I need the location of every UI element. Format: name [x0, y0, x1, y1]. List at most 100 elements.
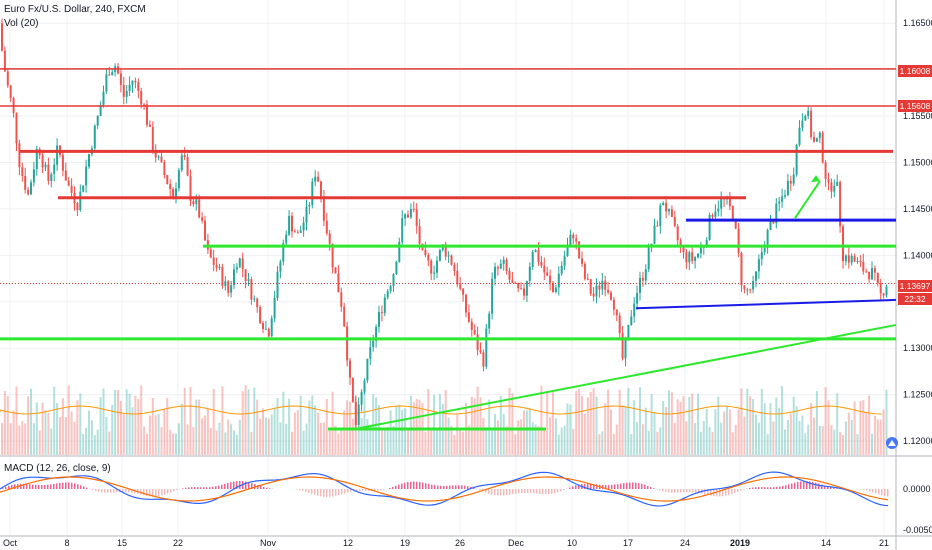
candle-body	[798, 127, 801, 145]
candle-body	[465, 294, 467, 313]
macd-histogram-bar	[344, 489, 346, 494]
macd-histogram-bar	[545, 489, 547, 495]
macd-histogram-bar	[23, 483, 25, 489]
candle-body	[673, 217, 676, 227]
macd-histogram-bar	[707, 489, 709, 496]
candle-body	[514, 282, 517, 284]
macd-histogram-bar	[227, 483, 229, 489]
candle-body	[482, 352, 485, 367]
candle-body	[218, 266, 221, 268]
level-tag-1: 1.16008	[898, 65, 932, 77]
macd-histogram-bar	[575, 485, 577, 489]
volume-bar	[525, 410, 528, 455]
candle-body	[653, 225, 656, 244]
volume-bar	[198, 399, 201, 455]
candle-body	[88, 154, 90, 167]
drawings[interactable]	[0, 68, 897, 431]
volume-bar	[215, 430, 218, 455]
volume-bar	[453, 434, 456, 455]
volume-bar	[163, 409, 166, 455]
volume-bar	[560, 427, 563, 455]
volume-bar	[305, 423, 308, 455]
candle-body	[804, 115, 807, 121]
candle-body	[711, 214, 714, 217]
volume-bar	[697, 393, 699, 455]
volume-bar	[56, 402, 59, 455]
macd-histogram-bar	[26, 483, 28, 489]
macd-legend[interactable]: MACD (12, 26, close, 9)	[4, 463, 111, 474]
macd-histogram-bar	[239, 481, 241, 489]
macd-histogram-bar	[527, 489, 529, 493]
volume-bar	[282, 391, 285, 455]
candle-body	[291, 215, 293, 232]
candle-body	[691, 252, 694, 262]
macd-histogram-bar	[824, 485, 826, 489]
volume-bar	[157, 414, 160, 455]
volume-bar	[285, 423, 288, 455]
candle-body	[267, 328, 270, 337]
candle-body	[256, 298, 259, 308]
volume-bar	[264, 417, 267, 455]
candle-body	[871, 268, 873, 280]
macd-histogram-bar	[452, 485, 454, 489]
candle-body	[186, 157, 189, 176]
y-tick-label-8: 1.12500	[903, 390, 932, 400]
volume-bar	[415, 398, 418, 455]
candle-body	[546, 272, 549, 276]
candle-body	[96, 115, 99, 126]
volume-bar	[21, 420, 24, 455]
candle-body	[699, 247, 702, 254]
candle-body	[119, 73, 122, 85]
macd-histogram-bar	[806, 481, 808, 489]
macd-histogram-bar	[86, 487, 88, 489]
macd-histogram-bar	[818, 483, 820, 489]
macd-histogram-bar	[578, 484, 580, 489]
candle-body	[499, 263, 502, 269]
candles[interactable]	[1, 18, 888, 430]
candle-body	[859, 260, 862, 262]
volume-bar	[583, 413, 586, 455]
macd-histogram-bar	[146, 489, 148, 496]
volume-bar	[882, 409, 885, 455]
macd-histogram-bar	[410, 481, 412, 489]
macd-histogram-bar	[425, 483, 427, 489]
volume-bar	[253, 387, 256, 455]
volume-bar	[850, 419, 853, 455]
macd-histogram-bar	[740, 489, 742, 491]
macd-histogram-bar	[431, 484, 433, 489]
volume-bar	[320, 423, 322, 455]
volume-bar	[615, 424, 618, 455]
candle-body	[496, 266, 499, 269]
volume-bar	[427, 389, 430, 455]
volume-bar	[740, 388, 743, 455]
volume-bar	[743, 416, 746, 455]
macd-histogram-bar	[536, 489, 538, 494]
macd-histogram-bar	[659, 489, 661, 491]
volume-bar	[528, 407, 531, 455]
macd-histogram-bar	[530, 489, 532, 494]
candle-body	[131, 80, 134, 85]
candle-body	[302, 222, 305, 231]
volume-bar	[375, 397, 378, 455]
macd-histogram-bar	[38, 485, 40, 489]
macd-histogram-bar	[155, 489, 157, 497]
volume-legend[interactable]: Vol (20)	[4, 18, 39, 29]
volume-bar	[279, 422, 282, 455]
candle-body	[520, 288, 523, 290]
macd-histogram-bar	[407, 482, 409, 489]
volume-bar	[96, 429, 99, 455]
candle-body	[491, 278, 494, 314]
volume-bar	[546, 390, 549, 455]
candle-body	[163, 162, 166, 176]
candle-body	[334, 267, 337, 274]
volume-bar	[618, 389, 621, 455]
macd-histogram-bar	[152, 489, 154, 497]
symbol-title[interactable]: Euro Fx/U.S. Dollar, 240, FXCM	[4, 4, 146, 15]
macd-histogram-bar	[539, 489, 541, 495]
macd-histogram-bar	[506, 489, 508, 496]
macd-histogram-bar	[347, 489, 349, 493]
settings-icon[interactable]	[885, 436, 899, 450]
macd-histogram-bar	[644, 484, 646, 489]
macd-histogram-bar	[461, 485, 463, 489]
